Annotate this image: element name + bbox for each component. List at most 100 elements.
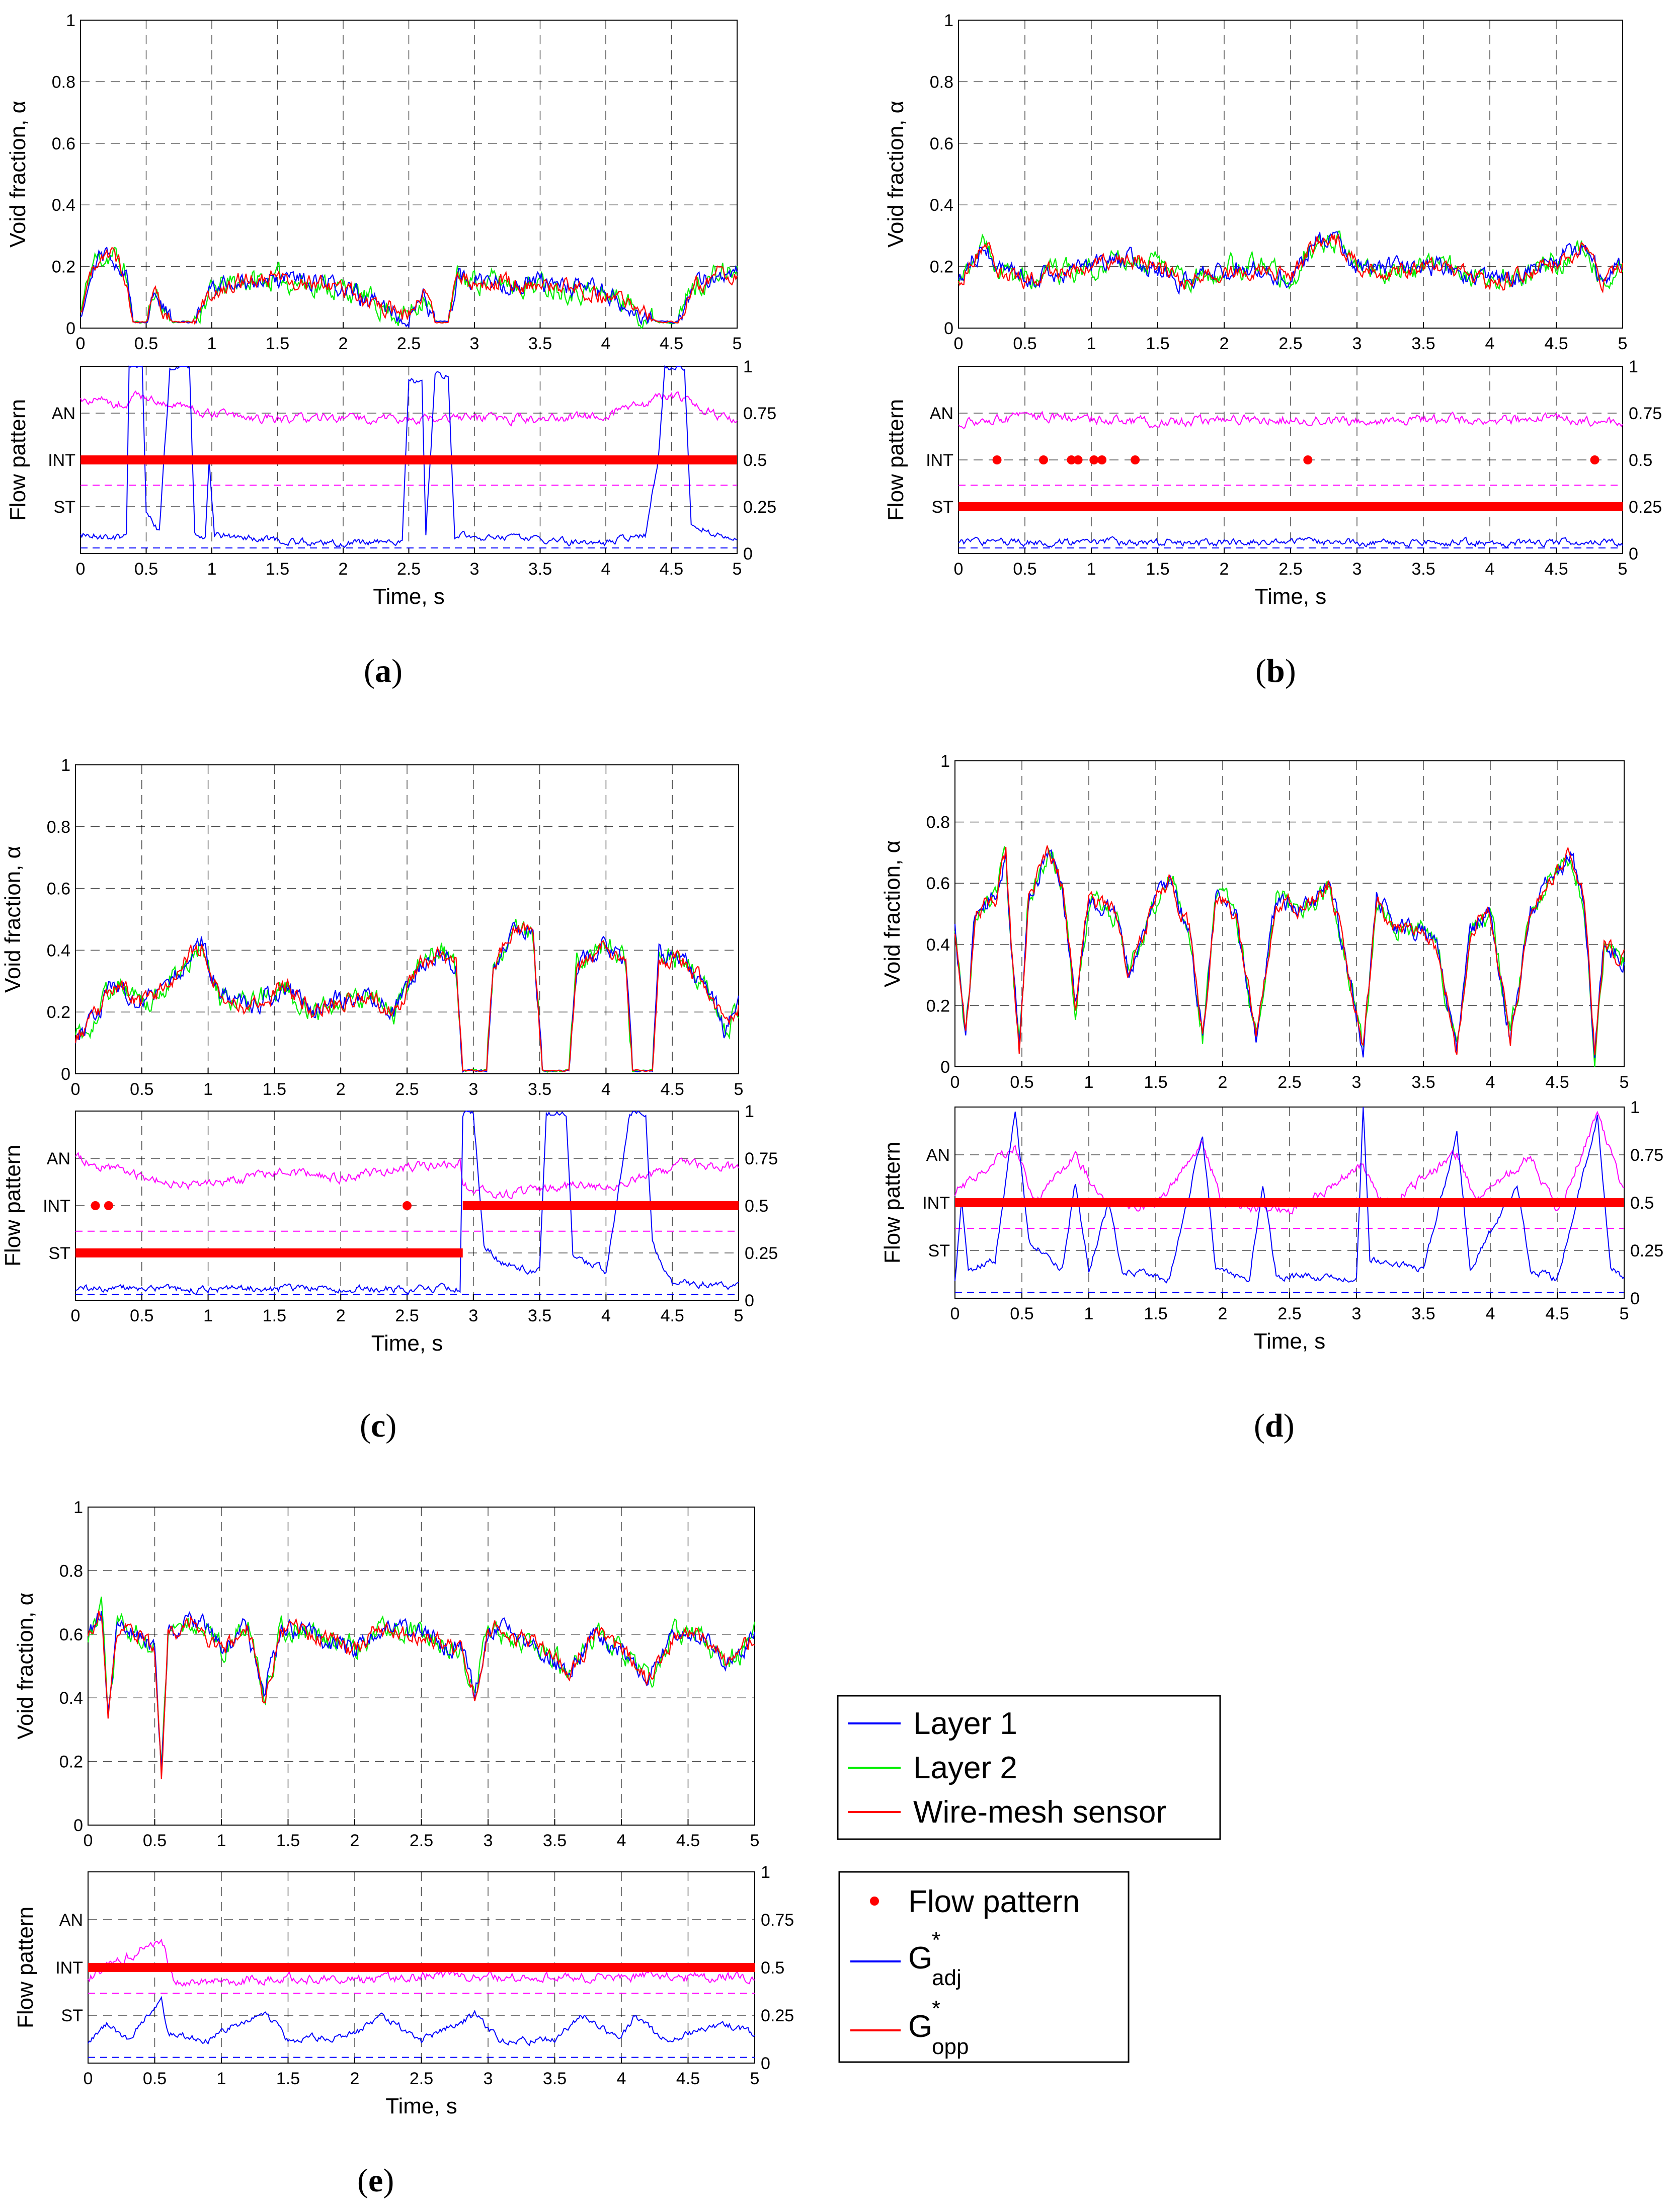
flow-y-tick-label: AN xyxy=(52,404,75,423)
void-y-tick-label: 1 xyxy=(66,11,75,30)
flow-y-right-tick-label: 0.5 xyxy=(1629,451,1652,470)
flow-pattern-dot xyxy=(1089,455,1099,464)
flow-y-axis-label: Flow pattern xyxy=(880,1142,905,1264)
flow-x-tick-label: 1 xyxy=(207,560,217,579)
flow-x-tick-label: 3.5 xyxy=(528,1306,551,1325)
void-x-tick-label: 0 xyxy=(954,334,964,353)
void-x-tick-label: 4 xyxy=(601,1080,611,1099)
flow-y-tick-label: ST xyxy=(61,2006,83,2025)
caption-paren-close: ) xyxy=(1284,1407,1295,1444)
flow-x-tick-label: 1 xyxy=(1084,1304,1094,1323)
flow-y-right-tick-label: 0.25 xyxy=(743,498,776,517)
flow-y-right-tick-label: 0.75 xyxy=(761,1911,794,1930)
caption-paren-open: ( xyxy=(360,1407,371,1444)
void-axes-a: 0 0.5 1 1.5 2 2.5 3 3.5 4 4.5 5 0 0.2 0.4 0.6 0.8 1 xyxy=(52,11,742,353)
void-x-tick-label: 0.5 xyxy=(1010,1073,1033,1092)
flow-x-tick-label: 4.5 xyxy=(661,1306,684,1325)
void-y-tick-label: 1 xyxy=(940,752,950,771)
flow-y-right-tick-label: 0 xyxy=(745,1291,754,1310)
flow-y-right-tick-label: 1 xyxy=(1630,1098,1640,1117)
flow-x-tick-label: 5 xyxy=(733,560,742,579)
flow-x-tick-label: 0 xyxy=(76,560,86,579)
void-y-tick-label: 0.2 xyxy=(930,258,953,277)
void-x-tick-label: 2.5 xyxy=(397,334,421,353)
void-x-tick-label: 3.5 xyxy=(1411,334,1435,353)
void-x-tick-label: 2 xyxy=(339,334,348,353)
flow-x-tick-label: 2.5 xyxy=(410,2069,433,2088)
g-opp-series-line xyxy=(954,1111,1625,1215)
flow-y-right-tick-label: 0.75 xyxy=(1629,404,1662,423)
void-x-tick-label: 2 xyxy=(1218,1073,1228,1092)
caption-paren-close: ) xyxy=(383,2162,394,2199)
flow-pattern-dot xyxy=(1067,455,1076,464)
flow-y-right-tick-label: 0.25 xyxy=(761,2006,794,2025)
void-x-tick-label: 4.5 xyxy=(660,334,683,353)
flow-x-tick-label: 3.5 xyxy=(1411,560,1435,579)
flow-x-tick-label: 0.5 xyxy=(1013,560,1036,579)
void-x-tick-label: 2 xyxy=(1220,334,1229,353)
caption-paren-open: ( xyxy=(1255,653,1266,689)
flow-pattern-dot xyxy=(91,1201,100,1210)
legend-wms-label: Wire-mesh sensor xyxy=(913,1795,1166,1830)
void-y-tick-label: 0.6 xyxy=(59,1625,83,1644)
void-y-tick-label: 0 xyxy=(944,319,953,338)
void-axes-d: 0 0.5 1 1.5 2 2.5 3 3.5 4 4.5 5 0 0.2 0.4 0.6 0.8 1 xyxy=(926,752,1629,1092)
void-y-axis-label: Void fraction, α xyxy=(884,101,908,248)
void-y-tick-label: 0.4 xyxy=(59,1689,83,1708)
void-x-tick-label: 4 xyxy=(1486,1073,1495,1092)
flow-x-tick-label: 5 xyxy=(734,1306,744,1325)
flow-x-tick-label: 2 xyxy=(1218,1304,1228,1323)
caption-paren-close: ) xyxy=(1285,653,1296,689)
void-x-tick-label: 4 xyxy=(1485,334,1495,353)
void-x-tick-label: 0.5 xyxy=(130,1080,153,1099)
flow-x-tick-label: 0.5 xyxy=(1010,1304,1033,1323)
layer2-series-line xyxy=(957,230,1624,294)
flow-x-tick-label: 2.5 xyxy=(395,1306,419,1325)
void-y-tick-label: 0.2 xyxy=(52,258,75,277)
flow-y-axis-label: Flow pattern xyxy=(1,1145,25,1267)
flow-y-right-tick-label: 0.75 xyxy=(743,404,776,423)
flow-x-tick-label: 5 xyxy=(1620,1304,1629,1323)
flow-y-right-tick-label: 0.25 xyxy=(1629,498,1662,517)
void-x-tick-label: 1.5 xyxy=(1144,1073,1167,1092)
void-x-tick-label: 1 xyxy=(207,334,217,353)
void-y-axis-label: Void fraction, α xyxy=(13,1593,38,1740)
flow-x-tick-label: 0 xyxy=(71,1306,81,1325)
void-y-tick-label: 1 xyxy=(61,756,70,775)
caption-letter: b xyxy=(1266,653,1285,689)
flow-y-right-tick-label: 0.75 xyxy=(745,1149,778,1168)
void-y-tick-label: 0.4 xyxy=(52,196,75,215)
caption-paren-close: ) xyxy=(391,653,403,689)
void-x-tick-label: 3 xyxy=(1352,1073,1362,1092)
caption-letter: c xyxy=(371,1407,385,1444)
void-x-tick-label: 4 xyxy=(617,1831,626,1850)
void-y-tick-label: 0.2 xyxy=(926,996,950,1015)
void-y-tick-label: 0 xyxy=(73,1816,83,1835)
flow-pattern-dot xyxy=(1097,455,1107,464)
flow-y-tick-label: ST xyxy=(928,1241,950,1260)
layer2-series-line xyxy=(87,1596,756,1765)
legend-flow: Flow pattern G * adj G * opp xyxy=(838,1871,1130,2063)
legend-g-opp-subscript: opp xyxy=(932,2034,969,2059)
caption-paren-open: ( xyxy=(357,2162,368,2199)
void-x-tick-label: 4.5 xyxy=(676,1831,700,1850)
flow-x-tick-label: 4.5 xyxy=(1545,1304,1569,1323)
flow-pattern-dot xyxy=(403,1201,412,1210)
flow-x-tick-label: 1 xyxy=(203,1306,213,1325)
void-x-tick-label: 0 xyxy=(84,1831,93,1850)
flow-x-tick-label: 1 xyxy=(217,2069,226,2088)
void-y-tick-label: 0.6 xyxy=(52,134,75,153)
wms-series-line xyxy=(74,922,740,1072)
legend-flow-pattern-label: Flow pattern xyxy=(908,1884,1080,1919)
flow-x-tick-label: 1.5 xyxy=(276,2069,300,2088)
flow-x-tick-label: 1.5 xyxy=(1146,560,1169,579)
flow-x-tick-label: 2 xyxy=(339,560,348,579)
legend-g-adj-label: G xyxy=(908,1941,932,1976)
g-adj-series-line xyxy=(958,536,1623,548)
void-x-tick-label: 5 xyxy=(734,1080,744,1099)
flow-y-tick-label: ST xyxy=(49,1244,70,1263)
flow-x-tick-label: 3 xyxy=(1352,560,1362,579)
flow-y-tick-label: ST xyxy=(54,498,75,517)
flow-x-tick-label: 5 xyxy=(1618,560,1628,579)
